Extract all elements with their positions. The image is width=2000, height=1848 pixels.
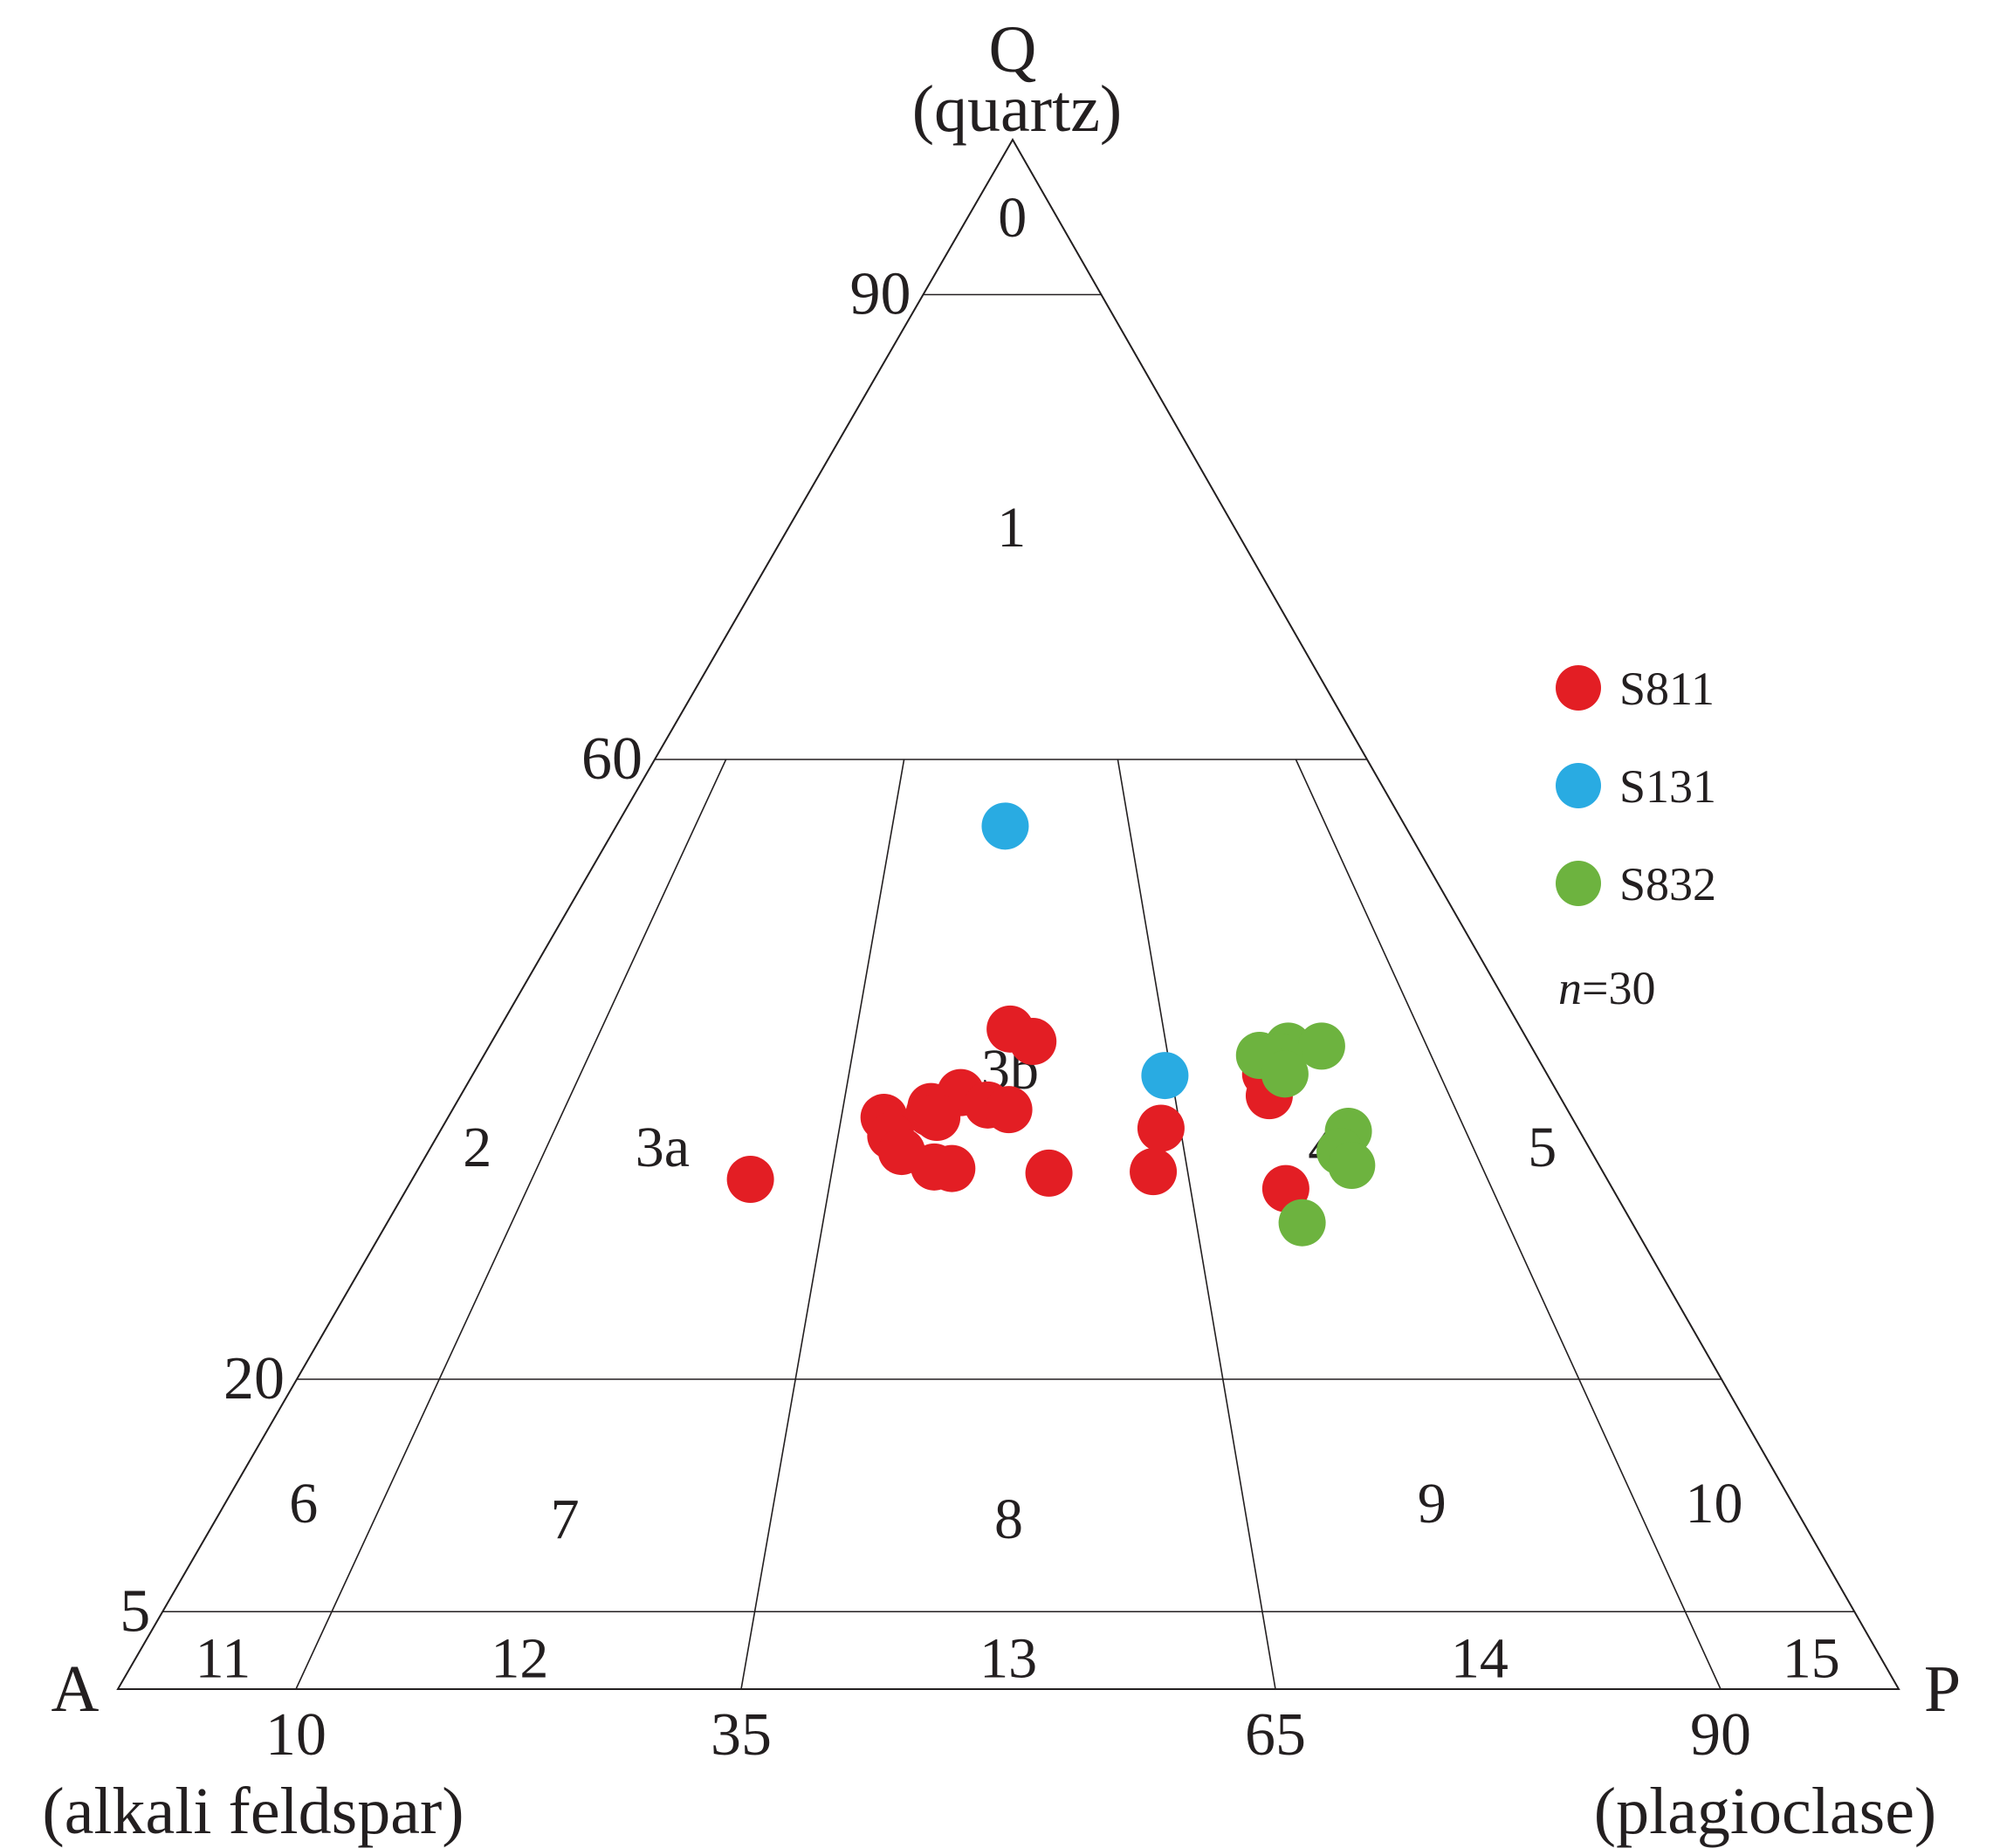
point-s131-2: [1141, 1052, 1189, 1100]
point-s811-19: [726, 1156, 774, 1204]
point-s811-18: [1130, 1148, 1178, 1196]
legend-label-s832: S832: [1619, 858, 1716, 910]
point-s811-16: [928, 1144, 976, 1192]
ratio-tick-90: 90: [1690, 1701, 1751, 1769]
point-s811-11: [1137, 1104, 1185, 1152]
q-tick-90: 90: [850, 261, 911, 328]
data-points: [726, 802, 1376, 1247]
ratio-boundary-65: [1117, 759, 1276, 1690]
legend-marker-s811: [1556, 665, 1601, 711]
field-label-7: 7: [551, 1487, 580, 1551]
point-s832-9: [1278, 1199, 1326, 1247]
field-label-8: 8: [994, 1487, 1023, 1551]
legend-marker-s131: [1556, 763, 1601, 808]
point-s811-17: [1025, 1149, 1073, 1197]
ratio-tick-35: 35: [711, 1701, 772, 1769]
field-labels: 0123a3b456789101112131415: [196, 186, 1840, 1691]
legend-label-s131: S131: [1619, 760, 1716, 813]
field-label-5: 5: [1528, 1116, 1557, 1179]
vertex-a-label: (alkali feldspar): [42, 1775, 464, 1848]
vertex-p-symbol: P: [1924, 1652, 1961, 1726]
field-label-11: 11: [196, 1627, 251, 1691]
ratio-boundary-35: [740, 759, 905, 1690]
triangle-outline: [116, 137, 1900, 1690]
q-tick-5: 5: [120, 1577, 150, 1645]
field-label-12: 12: [491, 1627, 548, 1691]
field-label-13: 13: [979, 1627, 1037, 1691]
ratio-tick-10: 10: [265, 1701, 326, 1769]
field-label-0: 0: [998, 186, 1027, 250]
q-tick-20: 20: [223, 1345, 285, 1412]
field-label-2: 2: [463, 1116, 491, 1179]
ratio-boundary-90: [1295, 759, 1722, 1690]
q-tick-60: 60: [581, 725, 643, 793]
point-s811-6: [985, 1086, 1033, 1134]
field-label-9: 9: [1418, 1472, 1447, 1535]
ratio-boundary-10: [295, 759, 727, 1690]
ratio-tick-65: 65: [1245, 1701, 1306, 1769]
legend-label-s811: S811: [1619, 663, 1715, 715]
legend-sample-count: n=30: [1558, 962, 1655, 1014]
legend-n-value: =30: [1582, 962, 1655, 1014]
legend-marker-s832: [1556, 861, 1601, 906]
point-s131-1: [981, 802, 1029, 850]
vertex-p-label: (plagioclase): [1594, 1775, 1936, 1848]
point-s832-5: [1261, 1050, 1309, 1098]
field-label-1: 1: [997, 496, 1026, 560]
field-label-6: 6: [289, 1472, 318, 1535]
point-s811-2: [1009, 1018, 1057, 1066]
legend: S811 S131 S832: [1556, 663, 1716, 910]
field-label-15: 15: [1783, 1627, 1840, 1691]
vertex-a-symbol: A: [52, 1652, 100, 1726]
field-label-3a: 3a: [636, 1116, 690, 1179]
vertex-q-symbol: Q: [989, 13, 1037, 86]
point-s832-2: [1297, 1022, 1345, 1070]
point-s832-8: [1328, 1142, 1376, 1190]
legend-n-symbol: n: [1558, 962, 1582, 1014]
field-label-14: 14: [1451, 1627, 1509, 1691]
point-s811-9: [913, 1094, 961, 1142]
field-label-10: 10: [1685, 1472, 1742, 1535]
field-boundaries: [162, 293, 1855, 1690]
vertex-q-label: (quartz): [912, 72, 1123, 146]
